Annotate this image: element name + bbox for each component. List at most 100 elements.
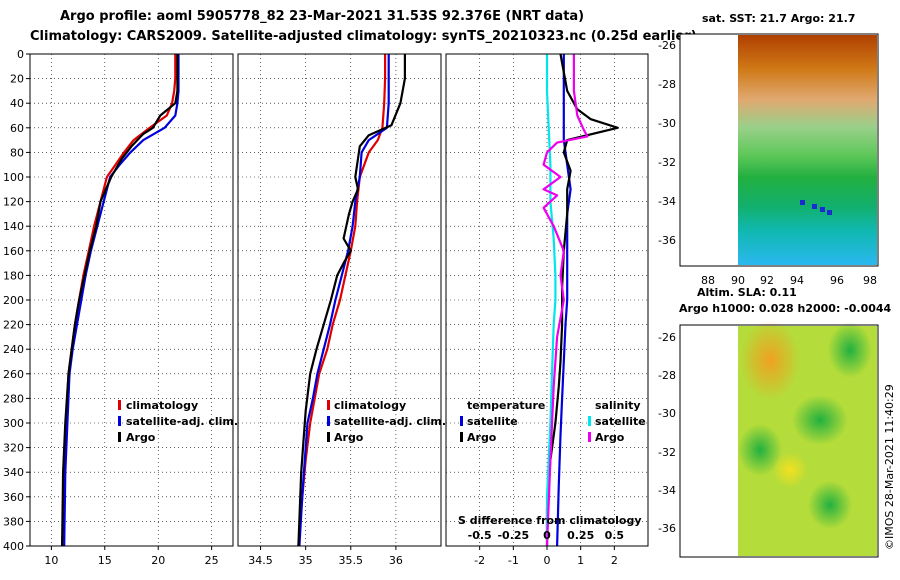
legend-title-salinity: salinity (595, 399, 641, 412)
x-tick-label: 34.5 (248, 554, 273, 567)
sst-xtick: 90 (731, 274, 745, 287)
salinity-difference-tick-label: 0.25 (567, 529, 594, 542)
salinity-difference-tick-label: -0.25 (497, 529, 529, 542)
sst-x-ticks: 88 90 92 94 96 98 (701, 274, 877, 287)
y-tick-label: 380 (3, 515, 24, 528)
sst-ytick: -28 (658, 78, 676, 91)
series-line-argo (61, 54, 179, 547)
temperature-panel: 10 15 20 25 (29, 53, 234, 567)
sst-xtick: 98 (863, 274, 877, 287)
x-tick-label: 0 (544, 554, 551, 567)
series-line-salinity-satellite (545, 54, 557, 546)
sla-map-subtitle: Argo h1000: 0.028 h2000: -0.0044 (679, 302, 892, 315)
sst-ytick: -32 (658, 156, 676, 169)
salinity-panel: 34.5 35 35.5 36 (237, 53, 442, 567)
sla-ytick: -26 (658, 331, 676, 344)
sst-y-ticks: -26 -28 -30 -32 -34 -36 (658, 39, 676, 247)
sla-low-anomaly (738, 424, 782, 476)
legend-label-satellite: satellite-adj. clim. (334, 415, 446, 428)
depth-axis: 0 20 40 60 80 100 120 140 160 180 200 220 240 260 280 3… (3, 48, 30, 553)
salinity-difference-tick-label: -0.5 (468, 529, 492, 542)
x-tick-label: 25 (205, 554, 219, 567)
figure-title-line2: Climatology: CARS2009. Satellite-adjuste… (30, 29, 697, 44)
sst-ytick: -34 (658, 195, 676, 208)
sla-ytick: -36 (658, 522, 676, 535)
y-tick-label: 140 (3, 220, 24, 233)
y-tick-label: 180 (3, 269, 24, 282)
sla-map-title: Altim. SLA: 0.11 (697, 286, 797, 299)
y-tick-label: 20 (10, 73, 24, 86)
sst-xtick: 96 (830, 274, 844, 287)
y-tick-label: 300 (3, 417, 24, 430)
legend-swatch-argo (327, 432, 330, 442)
sst-map (679, 33, 879, 267)
y-tick-label: 280 (3, 392, 24, 405)
sst-ytick: -36 (658, 234, 676, 247)
sla-high-anomaly (740, 320, 800, 400)
legend-swatch-climatology (327, 400, 330, 410)
sst-ytick: -30 (658, 117, 676, 130)
sst-map-title: sat. SST: 21.7 Argo: 21.7 (702, 12, 855, 25)
x-tick-label: 10 (44, 554, 58, 567)
sst-xtick: 92 (760, 274, 774, 287)
legend-swatch-climatology (118, 400, 121, 410)
legend-label-argo: Argo (126, 431, 156, 444)
difference-legend: temperature satellite Argo salinity sate… (460, 399, 646, 444)
y-tick-label: 100 (3, 171, 24, 184)
legend-title-temperature: temperature (467, 399, 545, 412)
legend-label-climatology: climatology (334, 399, 406, 412)
sla-ytick: -30 (658, 407, 676, 420)
sla-high-anomaly (772, 452, 808, 488)
legend-label-climatology: climatology (126, 399, 198, 412)
y-tick-label: 340 (3, 466, 24, 479)
series-line-temperature-satellite (556, 54, 572, 547)
sla-ytick: -28 (658, 369, 676, 382)
argo-track-marker (827, 210, 832, 215)
legend-label-sal-satellite: satellite (595, 415, 646, 428)
legend-swatch-sal-satellite (588, 416, 591, 426)
y-tick-label: 0 (17, 48, 24, 61)
x-tick-label: -1 (508, 554, 519, 567)
x-tick-label: 35.5 (339, 554, 364, 567)
argo-track-marker (812, 204, 817, 209)
x-tick-label: 1 (577, 554, 584, 567)
panel-frame (445, 53, 649, 547)
legend-swatch-temp-argo (460, 432, 463, 442)
legend-label-satellite: satellite-adj. clim. (126, 415, 238, 428)
sst-field (738, 35, 877, 265)
sla-y-ticks: -26 -28 -30 -32 -34 -36 (658, 331, 676, 535)
series-line-argo (297, 54, 406, 547)
figure-title-line1: Argo profile: aoml 5905778_82 23-Mar-202… (60, 9, 584, 24)
sla-map (679, 320, 879, 558)
temperature-legend: climatology satellite-adj. clim. Argo (118, 399, 238, 444)
legend-swatch-argo (118, 432, 121, 442)
salinity-difference-ticks: -0.5 -0.25 0 0.25 0.5 (468, 529, 624, 542)
legend-label-temp-argo: Argo (467, 431, 497, 444)
legend-swatch-sal-argo (588, 432, 591, 442)
y-tick-label: 260 (3, 368, 24, 381)
x-tick-label: 15 (98, 554, 112, 567)
salinity-legend: climatology satellite-adj. clim. Argo (327, 399, 446, 444)
y-tick-label: 400 (3, 540, 24, 553)
x-tick-label: -2 (474, 554, 485, 567)
y-tick-label: 200 (3, 294, 24, 307)
sla-low-anomaly (828, 322, 872, 378)
argo-track-marker (820, 207, 825, 212)
y-tick-label: 120 (3, 196, 24, 209)
salinity-difference-tick-label: 0.5 (605, 529, 625, 542)
legend-label-temp-satellite: satellite (467, 415, 518, 428)
x-tick-label: 35 (299, 554, 313, 567)
x-tick-label: 2 (611, 554, 618, 567)
sla-ytick: -34 (658, 484, 676, 497)
series-line-satellite-adj-clim- (63, 54, 180, 547)
sla-low-anomaly (792, 395, 848, 445)
difference-panel: -2 -1 0 1 2 (445, 53, 649, 567)
imos-credit: ©IMOS 28-Mar-2021 11:40:29 (883, 384, 896, 550)
y-tick-label: 240 (3, 343, 24, 356)
sst-xtick: 88 (701, 274, 715, 287)
sst-xtick: 94 (790, 274, 804, 287)
series-line-climatology (297, 54, 387, 547)
x-tick-label: 20 (151, 554, 165, 567)
y-tick-label: 220 (3, 319, 24, 332)
